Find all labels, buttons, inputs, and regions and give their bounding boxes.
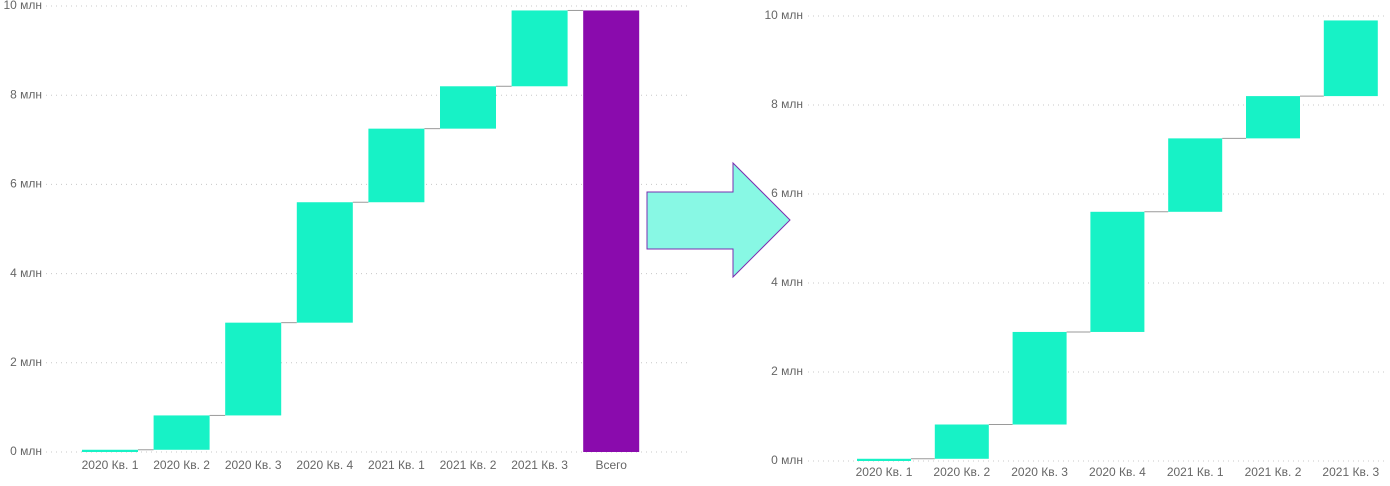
bar — [1012, 331, 1067, 425]
x-tick-label: 2021 Кв. 2 — [440, 458, 497, 472]
arrow — [646, 161, 791, 279]
bar — [934, 424, 989, 459]
x-tick-label: 2020 Кв. 3 — [225, 458, 282, 472]
y-tick-label: 10 млн — [764, 8, 803, 22]
x-tick-label: 2020 Кв. 4 — [1089, 465, 1146, 479]
y-tick-label: 0 млн — [10, 444, 42, 458]
bar — [82, 449, 138, 452]
bar — [583, 10, 640, 453]
y-tick-label: 8 млн — [10, 87, 42, 101]
y-tick-label: 6 млн — [771, 186, 803, 200]
y-tick-label: 6 млн — [10, 177, 42, 191]
x-tick-label: Всего — [595, 458, 627, 472]
bar — [857, 458, 911, 461]
x-tick-label: 2021 Кв. 3 — [511, 458, 568, 472]
bar — [153, 415, 210, 450]
x-tick-label: 2021 Кв. 3 — [1322, 465, 1379, 479]
y-tick-label: 8 млн — [771, 97, 803, 111]
bar — [1090, 211, 1145, 332]
x-tick-label: 2020 Кв. 3 — [1011, 465, 1068, 479]
x-tick-label: 2020 Кв. 1 — [856, 465, 913, 479]
x-tick-label: 2021 Кв. 2 — [1245, 465, 1302, 479]
x-tick-label: 2020 Кв. 4 — [296, 458, 353, 472]
x-tick-label: 2021 Кв. 1 — [1167, 465, 1224, 479]
y-tick-label: 0 млн — [771, 453, 803, 467]
y-tick-label: 10 млн — [3, 0, 42, 12]
bar — [368, 128, 425, 203]
y-tick-label: 2 млн — [10, 355, 42, 369]
bar — [511, 10, 568, 87]
x-tick-label: 2020 Кв. 2 — [153, 458, 210, 472]
y-tick-label: 4 млн — [10, 266, 42, 280]
x-tick-label: 2020 Кв. 1 — [82, 458, 139, 472]
bar — [1168, 138, 1223, 212]
y-tick-label: 2 млн — [771, 364, 803, 378]
bar — [296, 202, 353, 323]
bar — [1246, 96, 1300, 139]
x-tick-label: 2020 Кв. 2 — [933, 465, 990, 479]
bar — [440, 86, 496, 129]
y-tick-label: 4 млн — [771, 275, 803, 289]
bar — [225, 322, 282, 416]
x-tick-label: 2021 Кв. 1 — [368, 458, 425, 472]
bar — [1323, 20, 1378, 97]
